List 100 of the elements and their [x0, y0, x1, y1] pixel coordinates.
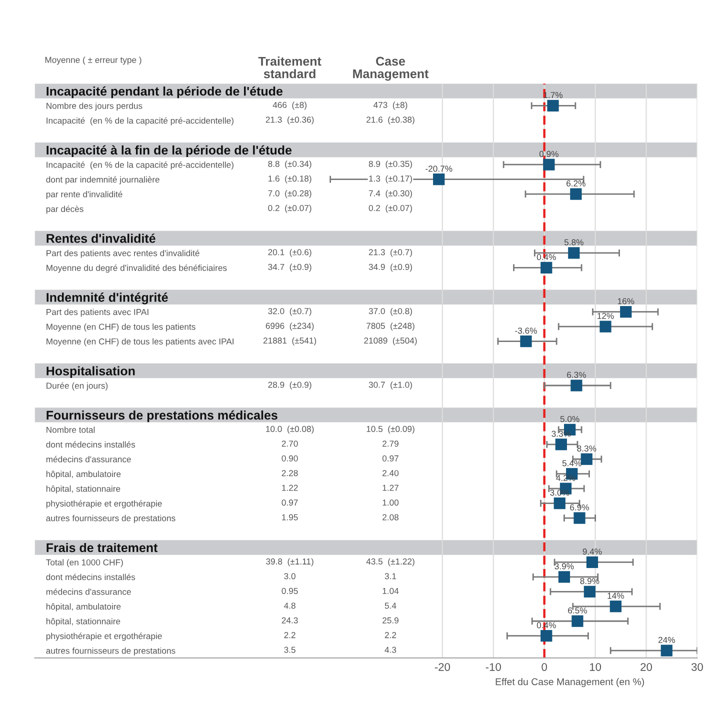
x-tick-label: 10 — [590, 663, 602, 671]
y-tick-label: hôpital, ambulatoire — [46, 603, 121, 612]
data-label: 5.8% — [564, 239, 584, 246]
point — [520, 336, 532, 348]
data-label: 8.3% — [577, 445, 596, 452]
text: 32.0 (±0.7) — [268, 308, 312, 316]
text: 25.9 — [382, 617, 398, 624]
y-tick-label: Incapacité (en % de la capacité pré-accidentelle) — [46, 117, 234, 126]
text: 1.3 (±0.17) — [369, 175, 412, 184]
text: Case Management — [353, 56, 429, 81]
text: 7.4 (±0.30) — [368, 190, 412, 198]
x-tick-label: 20 — [640, 663, 652, 671]
text: 30.7 (±1.0) — [368, 381, 412, 390]
point — [584, 586, 596, 598]
y-tick-label: Hospitalisation — [46, 366, 135, 378]
y-tick-label: Rentes d'invalidité — [46, 234, 156, 243]
y-tick-label: Nombre total — [46, 426, 95, 433]
point — [570, 188, 582, 200]
text: 0.95 — [282, 588, 298, 594]
text: 34.9 (±0.9) — [368, 264, 412, 272]
text: Traitement standard — [258, 56, 322, 78]
data-label: 5.0% — [560, 416, 580, 422]
point — [555, 438, 567, 450]
y-tick-label: Moyenne (en CHF) de tous les patients avec IPAI — [46, 338, 234, 346]
text: 1.00 — [382, 500, 399, 506]
text: 466 (±8) — [272, 102, 306, 110]
y-tick-label: dont médecins installés — [46, 574, 136, 580]
point — [574, 512, 586, 524]
data-label: 6.3% — [567, 372, 586, 378]
text: 10.0 (±0.08) — [266, 426, 314, 434]
text: 0.97 — [382, 455, 398, 462]
x-tick-label: 0 — [542, 663, 547, 671]
point — [600, 320, 612, 332]
data-label: 6.5% — [568, 607, 587, 614]
text: 3.1 — [384, 573, 396, 580]
text: 43.5 (±1.22) — [366, 558, 414, 566]
y-tick-label: autres fournisseurs de prestations — [46, 647, 176, 656]
text: 39.8 (±1.11) — [266, 558, 314, 566]
data-label: 4.2% — [556, 474, 576, 481]
text: 6996 (±234) — [266, 322, 314, 331]
point — [580, 453, 592, 465]
text: 2.70 — [282, 440, 298, 447]
y-tick-label: Total (en 1000 CHF) — [46, 559, 123, 568]
x-tick-label: -20 — [434, 663, 450, 671]
text: 2.40 — [382, 470, 399, 476]
y-tick-label: par décès — [46, 206, 84, 214]
text: 20.1 (±0.6) — [268, 248, 312, 257]
y-tick-label: Moyenne (en CHF) de tous les patients — [46, 323, 196, 332]
point — [620, 306, 632, 318]
point — [547, 100, 559, 112]
point — [660, 644, 672, 656]
y-tick-label: hôpital, stationnaire — [46, 618, 120, 626]
y-tick-label: dont médecins installés — [46, 441, 136, 448]
text: 1.04 — [382, 588, 399, 594]
data-label: 16% — [618, 298, 634, 304]
text: 4.3 — [384, 646, 396, 653]
text: 21.6 (±0.38) — [366, 116, 414, 124]
y-tick-label: médecins d'assurance — [46, 588, 131, 595]
text: 2.2 — [384, 632, 396, 638]
text: 10.5 (±0.09) — [366, 426, 414, 434]
text: 3.0 — [284, 573, 296, 580]
text: 21089 (±504) — [364, 337, 417, 346]
point — [586, 556, 598, 568]
text: 4.8 — [284, 602, 296, 609]
point — [543, 158, 555, 170]
text: 2.08 — [382, 514, 398, 520]
text: 2.79 — [382, 440, 398, 447]
text: 2.28 — [282, 470, 298, 476]
y-tick-label: Nombre des jours perdus — [46, 102, 142, 111]
text: 37.0 (±0.8) — [368, 308, 412, 316]
y-tick-label: par rente d'invalidité — [46, 190, 122, 200]
data-label: 0.4% — [536, 254, 556, 260]
point — [554, 498, 566, 510]
text: 1.95 — [282, 514, 298, 520]
data-label: 6.9% — [570, 504, 590, 510]
data-label: -20.7% — [426, 166, 452, 172]
text: 28.9 (±0.9) — [268, 381, 312, 390]
text: Moyenne ( ± erreur type ) — [45, 56, 142, 65]
text: 21881 (±541) — [263, 337, 316, 346]
text: 5.4 — [384, 602, 396, 609]
text: 1.22 — [282, 484, 298, 491]
text: 8.8 (±0.34) — [268, 160, 312, 169]
x-tick-label: -10 — [486, 663, 501, 671]
text: 7805 (±248) — [366, 322, 414, 331]
point — [610, 600, 622, 612]
text: 0.90 — [282, 455, 298, 462]
text: 8.9 (±0.35) — [368, 160, 412, 169]
y-tick-label: dont par indemnité journalière — [46, 176, 160, 184]
y-tick-label: Indemnité d'intégrité — [46, 292, 168, 304]
y-tick-label: hôpital, stationnaire — [46, 485, 120, 494]
y-tick-label: Incapacité à la fin de la période de l'étude — [46, 145, 292, 158]
y-tick-label: Part des patients avec rentes d'invalidité — [46, 250, 200, 258]
y-tick-label: physiothérapie et ergothérapie — [46, 500, 162, 508]
point — [572, 615, 584, 627]
x-axis-title: Effet du Case Management (en %) — [496, 678, 644, 688]
data-label: 9.4% — [582, 548, 602, 555]
data-label: 14% — [608, 592, 624, 599]
point — [570, 380, 582, 392]
text: 24.3 — [282, 617, 298, 624]
y-tick-label: Incapacité (en % de la capacité pré-accidentelle) — [46, 161, 234, 170]
